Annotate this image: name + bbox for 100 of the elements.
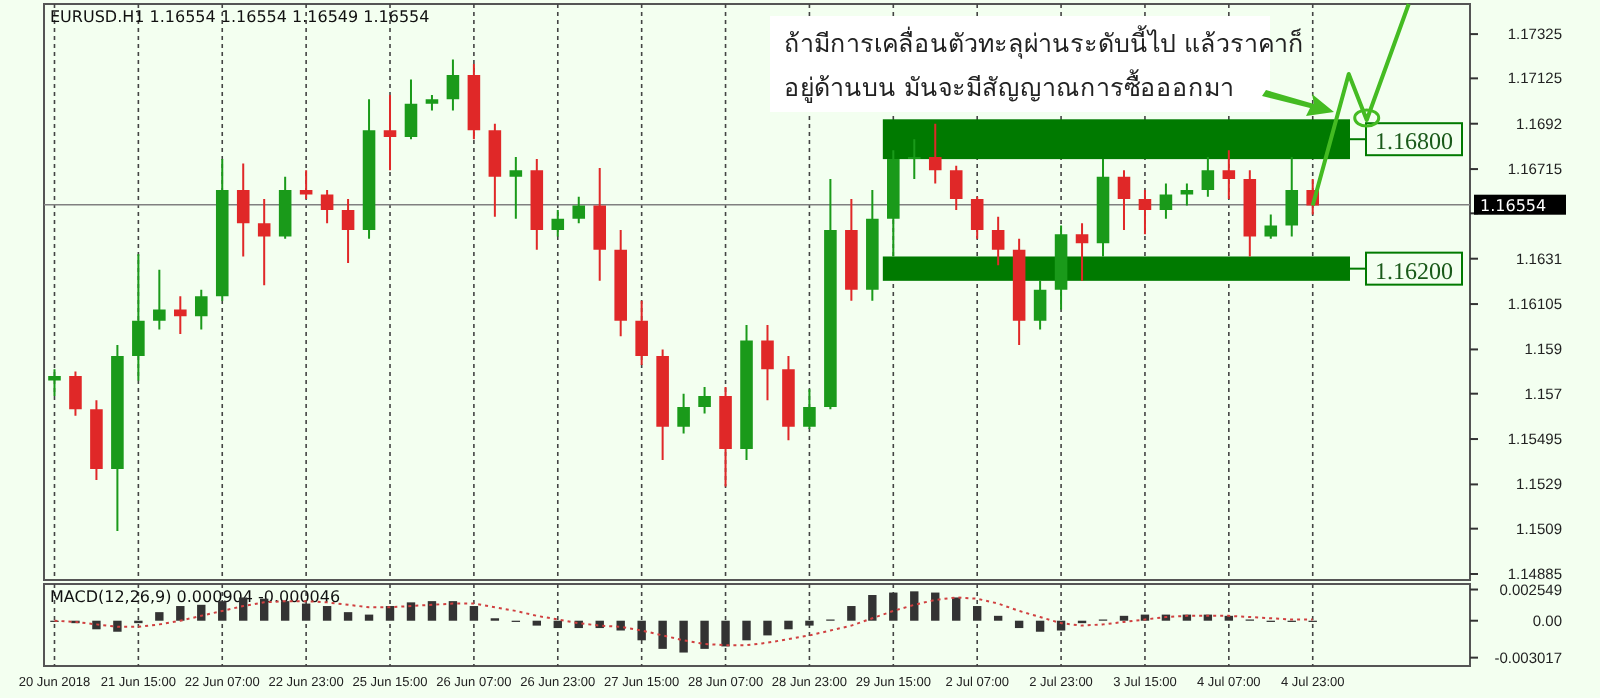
candlestick: [907, 139, 921, 180]
candlestick: [928, 123, 942, 184]
bar: [847, 606, 856, 621]
candlestick: [488, 123, 502, 217]
bar: [889, 592, 898, 621]
bar: [469, 606, 479, 621]
candlestick: [383, 94, 397, 171]
annotation: ถ้ามีการเคลื่อนตัวทะลุผ่านระดับนี้ไป แล้วราคาก็: [784, 24, 1304, 60]
candlestick: [677, 393, 690, 434]
candlestick: [1075, 223, 1089, 281]
chart-title: MACD(12,26,9) 0.000904 -0.000046: [50, 588, 341, 606]
bar: [993, 615, 1003, 621]
candlestick: [132, 254, 145, 381]
candlestick: [614, 229, 627, 337]
candlestick: [761, 325, 774, 401]
band-label: 1.16800: [1375, 127, 1453, 156]
candlestick: [635, 300, 648, 365]
candlestick: [824, 179, 837, 410]
candlestick: [236, 163, 250, 257]
bar: [322, 606, 332, 621]
candlestick: [153, 269, 166, 330]
candlestick: [845, 198, 858, 301]
candlestick: [530, 159, 544, 250]
bar: [973, 606, 982, 621]
bar: [658, 620, 667, 649]
bar: [952, 597, 961, 621]
bar: [113, 620, 122, 632]
candlestick: [1138, 190, 1152, 235]
candlestick: [1285, 156, 1299, 237]
bar: [679, 620, 688, 653]
bar: [805, 620, 814, 626]
candlestick: [174, 296, 187, 334]
candlestick: [299, 170, 313, 199]
bar: [553, 620, 562, 629]
bar: [427, 601, 437, 621]
candlestick: [551, 210, 565, 237]
bar: [301, 603, 311, 621]
candlestick: [991, 216, 1005, 266]
candlestick: [446, 59, 460, 111]
candlestick: [1159, 183, 1173, 219]
bar: [910, 591, 919, 621]
bar: [931, 592, 940, 621]
band-label: 1.16200: [1375, 256, 1453, 285]
candlestick: [782, 356, 795, 441]
bar: [197, 604, 206, 621]
bar: [784, 620, 793, 630]
candlestick: [887, 150, 900, 257]
bar: [742, 620, 751, 641]
candlestick: [69, 371, 82, 416]
candlestick: [1222, 150, 1236, 199]
candlestick: [425, 94, 439, 111]
candlestick: [48, 369, 61, 396]
candlestick: [719, 387, 732, 487]
candlestick: [949, 165, 963, 211]
candlestick: [1012, 238, 1026, 345]
bar: [1014, 620, 1024, 629]
bar: [868, 595, 877, 621]
bar: [364, 614, 374, 621]
bar: [763, 620, 772, 636]
candlestick: [803, 389, 816, 430]
bar: [1119, 615, 1129, 621]
bar: [1035, 620, 1045, 632]
ref-line-label: 1.16554: [1480, 196, 1547, 215]
candlestick: [866, 190, 879, 301]
candlestick: [1117, 170, 1131, 230]
candlestick: [1201, 156, 1215, 197]
candlestick: [90, 400, 103, 480]
bar: [155, 612, 164, 621]
bar: [637, 620, 646, 641]
candlestick: [1180, 183, 1194, 206]
candlestick: [1264, 214, 1278, 239]
candlestick: [362, 99, 376, 239]
bar: [176, 606, 185, 621]
bar: [448, 601, 458, 621]
candlestick: [740, 325, 753, 461]
bar: [721, 620, 730, 647]
bar: [385, 606, 395, 621]
candlestick: [1054, 225, 1068, 310]
bar: [700, 620, 709, 649]
candlestick: [970, 196, 984, 239]
bar: [1224, 615, 1234, 621]
candlestick: [215, 159, 229, 301]
bar: [218, 601, 227, 621]
candlestick: [1243, 170, 1257, 257]
bar: [343, 612, 353, 621]
candlestick: [509, 156, 523, 219]
chart-title: EURUSD.H1 1.16554 1.16554 1.16549 1.16554: [50, 8, 430, 26]
candlestick: [194, 289, 208, 330]
candlestick: [467, 63, 481, 140]
bar: [532, 620, 541, 626]
candlestick: [698, 387, 711, 414]
bar: [280, 601, 290, 621]
candlestick: [656, 349, 669, 461]
candlestick: [1033, 280, 1047, 330]
candlestick: [257, 198, 271, 286]
candlestick: [341, 198, 355, 264]
candlestick: [111, 345, 124, 531]
candlestick: [278, 176, 292, 239]
bar: [1056, 620, 1066, 631]
candlestick: [320, 190, 334, 224]
